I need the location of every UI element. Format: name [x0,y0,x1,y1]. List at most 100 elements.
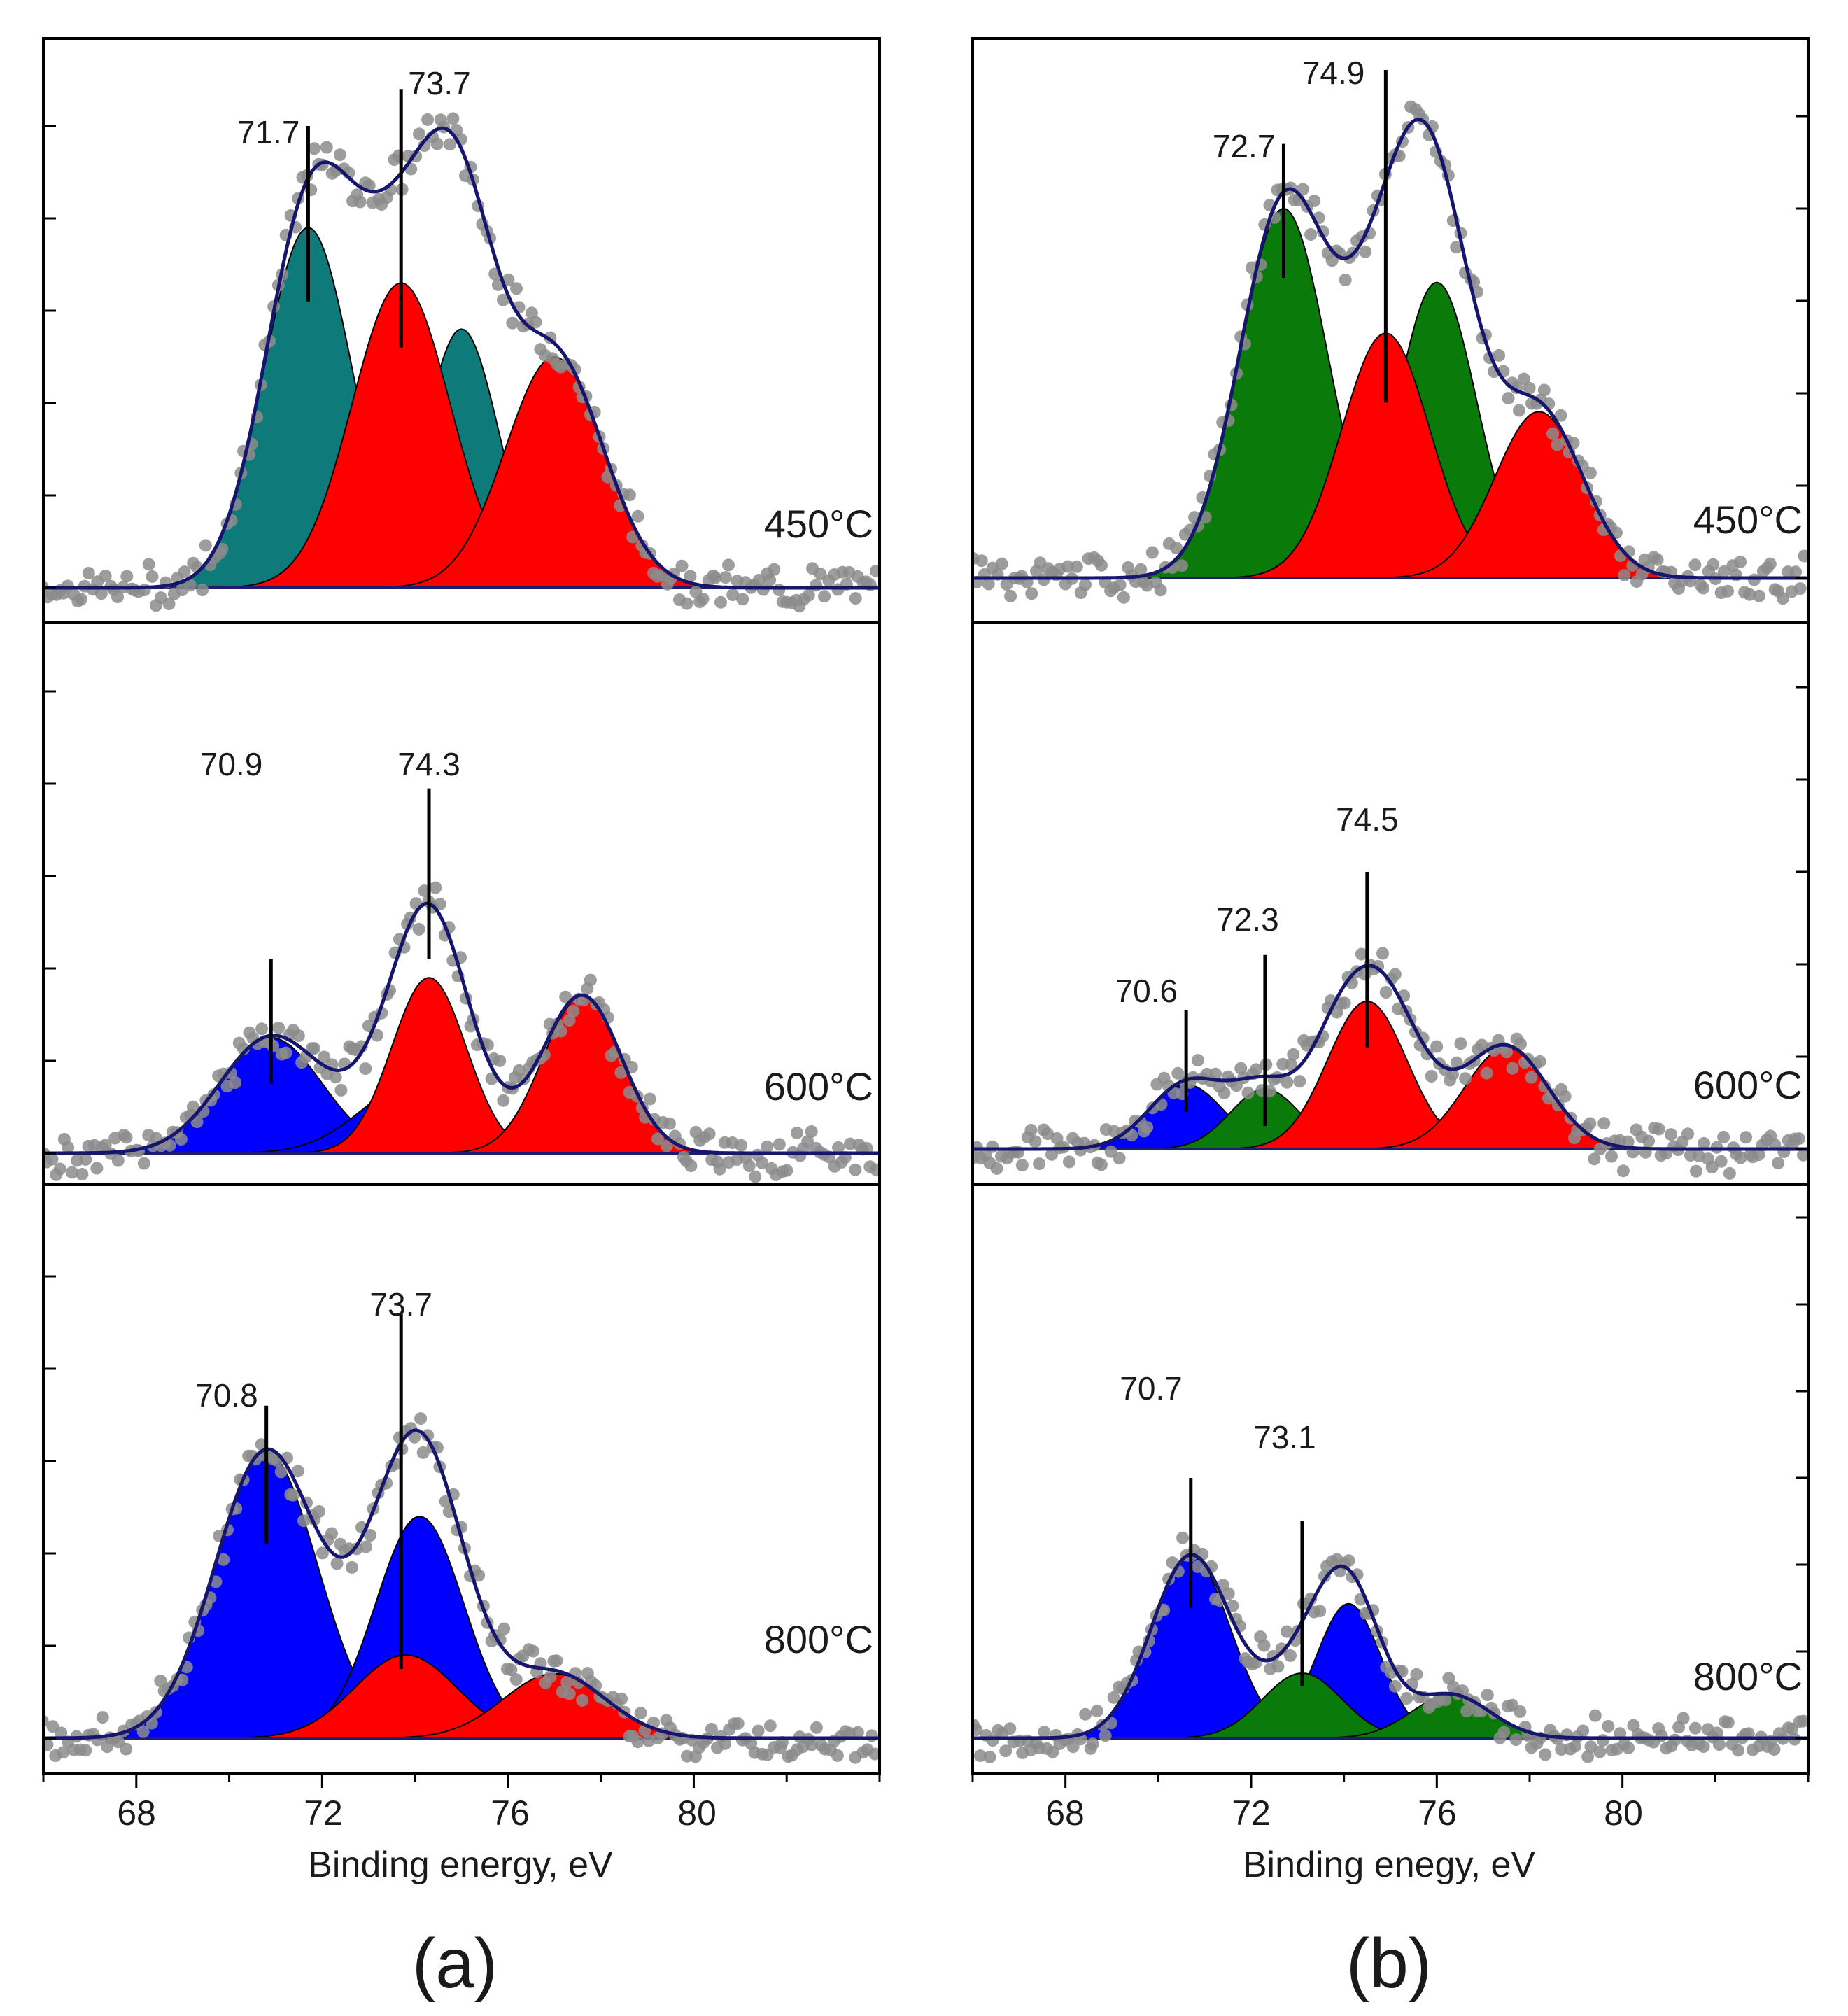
data-point [1041,1127,1055,1141]
data-point [1697,581,1710,595]
data-point [870,1163,880,1176]
data-point [1287,1048,1300,1061]
data-point [631,509,644,523]
data-point [719,1737,732,1750]
data-point [1713,1738,1726,1751]
data-point [790,1127,803,1139]
data-point [849,592,862,605]
data-point [1388,1679,1402,1693]
data-point [364,1529,377,1542]
data-point [1342,1554,1355,1567]
data-point [1734,555,1747,568]
data-point [1284,1649,1297,1662]
data-point [1514,1705,1527,1718]
data-point [1079,1707,1092,1721]
data-point [1222,1587,1235,1600]
data-point [1154,584,1167,597]
data-point [498,1622,511,1635]
data-point [1079,578,1092,591]
data-point [229,1076,242,1089]
data-point [1046,1745,1059,1758]
data-point [1772,1157,1785,1170]
data-point [414,1412,428,1425]
panel-label-a: (a) [412,1924,498,2003]
data-point [780,1164,793,1177]
peak-label: 74.3 [397,746,460,782]
data-point [1717,565,1730,578]
data-point [1546,427,1560,440]
data-point [634,1707,647,1720]
data-point [360,1540,372,1553]
data-point [111,591,124,604]
data-point [1616,1164,1630,1178]
data-point [1061,560,1074,573]
data-point [731,1717,745,1730]
data-point [982,577,995,591]
data-point [735,1139,748,1152]
data-point [849,1163,862,1176]
data-point [74,593,87,606]
data-point [1618,569,1631,581]
data-point [318,1050,331,1064]
data-point [1191,1054,1204,1067]
data-point [1743,588,1756,601]
data-point [705,1723,718,1735]
data-point [1285,1058,1297,1071]
data-point [623,488,636,502]
data-point [1293,1075,1306,1088]
data-point [554,1024,567,1038]
data-point [1710,1726,1723,1740]
data-point [287,1488,299,1502]
data-point [333,148,346,162]
data-point [1688,558,1702,572]
data-point [1588,1152,1601,1166]
data-point [1376,947,1389,960]
data-point [1090,1705,1103,1718]
data-point [1596,1734,1609,1747]
data-point [1581,1750,1595,1763]
data-point [709,571,722,584]
data-point [576,1693,589,1707]
data-point [1797,1148,1808,1162]
fit-envelope [973,118,1808,580]
data-point [308,142,321,155]
fit-envelope [43,901,880,1155]
data-point [868,1747,880,1761]
data-point [1525,1071,1538,1084]
data-point [1537,383,1551,397]
data-point [663,1117,676,1130]
data-point [818,590,831,603]
data-point [76,1168,89,1180]
peak-label: 70.8 [195,1377,258,1414]
data-point [413,127,425,141]
data-point [1698,1136,1711,1150]
data-point [742,1159,756,1173]
x-tick-label: 72 [304,1793,343,1833]
data-point [1410,1668,1423,1681]
data-point [851,1726,864,1739]
data-point [55,1726,68,1740]
subplot-a-600: 70.9 74.3 600°C [42,621,881,1186]
data-point [1388,968,1402,981]
data-point [1038,1726,1051,1739]
data-point [493,1054,507,1067]
data-point [870,564,880,577]
data-point [174,1133,188,1146]
data-point [1621,1135,1635,1148]
data-point [329,1071,342,1084]
data-point [1584,1117,1597,1130]
data-point [1086,1737,1099,1751]
data-point [307,1042,320,1055]
data-point [216,542,229,556]
data-point [1170,542,1183,555]
data-point [1677,1712,1690,1725]
data-point [1721,1716,1735,1729]
data-point [567,1004,580,1017]
data-point [680,597,693,610]
data-point [1480,1066,1493,1080]
data-point [444,138,456,151]
data-point [1721,584,1734,598]
data-point [1789,565,1803,579]
data-point [1500,1045,1514,1059]
data-point [137,1157,150,1170]
